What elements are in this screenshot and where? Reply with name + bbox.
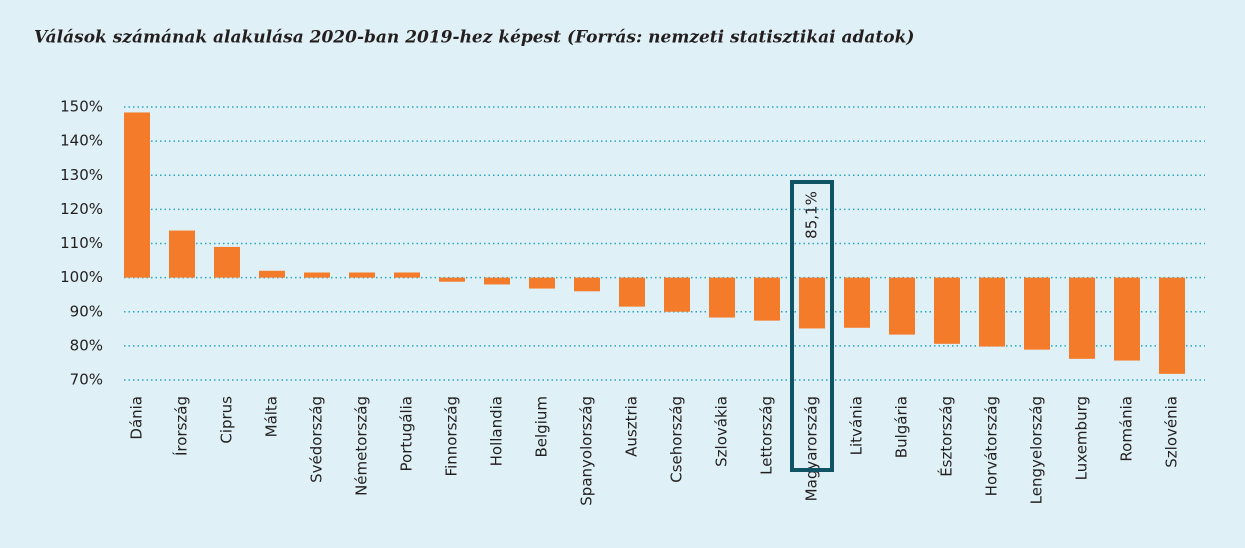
x-tick-label: Csehország [668, 396, 686, 483]
x-tick-label: Svédország [308, 396, 326, 483]
x-tick-label: Szlovénia [1163, 396, 1181, 468]
bar [979, 277, 1005, 347]
bar [529, 277, 555, 289]
bar [214, 246, 240, 278]
bar [259, 270, 285, 278]
bar [574, 277, 600, 292]
x-tick-label: Lengyelország [1028, 396, 1046, 504]
y-tick-label: 90% [70, 302, 103, 320]
chart-title: Válások számának alakulása 2020-ban 2019… [34, 28, 914, 48]
x-tick-label: Írország [172, 396, 191, 456]
y-tick-label: 150% [60, 98, 103, 116]
x-tick-label: Málta [263, 396, 281, 437]
x-tick-label: Magyarország [803, 396, 821, 501]
bar [709, 277, 735, 318]
x-tick-label: Bulgária [893, 396, 911, 458]
x-tick-label: Horvátország [983, 396, 1001, 496]
x-tick-label: Ciprus [218, 396, 236, 444]
bar [169, 230, 195, 278]
x-tick-label: Németország [353, 396, 371, 496]
highlight-box [790, 180, 834, 472]
bar [1159, 277, 1185, 374]
y-tick-label: 70% [70, 371, 103, 389]
bar [484, 277, 510, 285]
x-tick-label: Spanyolország [578, 396, 596, 506]
bar [844, 277, 870, 328]
x-tick-label: Dánia [128, 396, 146, 440]
y-tick-label: 120% [60, 200, 103, 218]
bar [1114, 277, 1140, 361]
data-label: 85,1% [803, 191, 821, 239]
bar [1024, 277, 1050, 350]
y-tick-label: 140% [60, 132, 103, 150]
x-tick-label: Lettország [758, 396, 776, 475]
bar [1069, 277, 1095, 359]
bar [934, 277, 960, 344]
bar [349, 272, 375, 278]
bar [394, 272, 420, 278]
y-tick-label: 130% [60, 166, 103, 184]
x-tick-label: Litvánia [848, 396, 866, 455]
x-tick-label: Észtország [937, 396, 956, 477]
y-tick-label: 100% [60, 268, 103, 286]
x-tick-label: Ausztria [623, 396, 641, 457]
x-tick-label: Luxemburg [1073, 396, 1091, 480]
x-tick-label: Finnország [443, 396, 461, 476]
bar [124, 112, 150, 278]
x-tick-label: Hollandia [488, 396, 506, 466]
x-tick-label: Portugália [398, 396, 416, 471]
x-tick-label: Belgium [533, 396, 551, 458]
bar [439, 277, 465, 282]
bar [889, 277, 915, 335]
bar [799, 277, 825, 329]
bar [754, 277, 780, 321]
y-tick-label: 80% [70, 336, 103, 354]
y-tick-label: 110% [60, 234, 103, 252]
bar [304, 272, 330, 278]
bar [619, 277, 645, 307]
x-tick-label: Románia [1118, 396, 1136, 462]
bar [664, 277, 690, 312]
x-tick-label: Szlovákia [713, 396, 731, 467]
